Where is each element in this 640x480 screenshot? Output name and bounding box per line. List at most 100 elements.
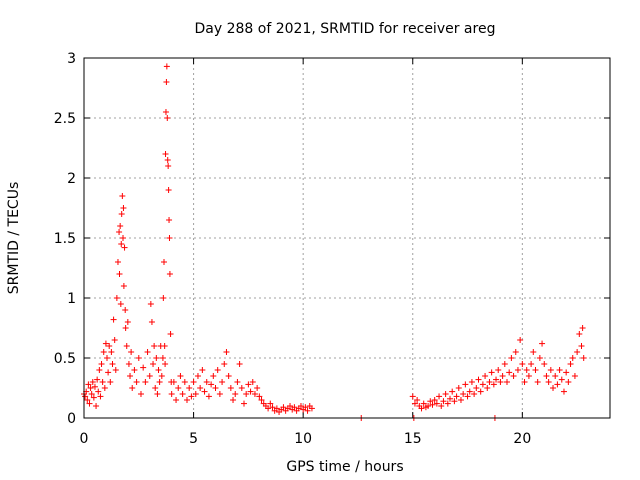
data-point (179, 391, 186, 397)
plot-frame (83, 57, 611, 419)
data-point (287, 403, 294, 409)
data-point (142, 379, 149, 385)
data-point (451, 398, 458, 405)
data-point (212, 385, 219, 391)
data-point (160, 295, 167, 301)
data-point (118, 211, 125, 217)
data-point (91, 383, 98, 390)
data-point (447, 395, 454, 402)
data-point (118, 241, 125, 247)
data-point (116, 271, 123, 277)
data-point (166, 217, 173, 223)
data-point (490, 381, 497, 388)
data-point (444, 400, 451, 407)
data-point (154, 391, 161, 397)
data-point (273, 405, 280, 412)
data-point (517, 337, 524, 343)
data-point (151, 343, 158, 349)
data-point (567, 361, 574, 367)
data-point (420, 400, 427, 407)
data-point (554, 381, 561, 388)
data-point (166, 271, 173, 277)
data-point (547, 367, 554, 373)
data-point (99, 379, 106, 385)
data-point (232, 391, 239, 397)
data-point (161, 343, 168, 349)
data-point (150, 361, 157, 367)
data-point (477, 388, 484, 395)
data-point (482, 373, 489, 379)
data-point (501, 361, 508, 367)
data-point (462, 381, 469, 388)
data-point (534, 379, 541, 385)
data-point (579, 325, 586, 331)
data-point (414, 397, 421, 403)
data-point (550, 385, 557, 391)
data-point (123, 343, 130, 349)
data-point (525, 373, 532, 379)
data-point (152, 385, 159, 391)
data-point (411, 400, 418, 407)
data-point (131, 367, 138, 373)
data-point (112, 367, 119, 373)
data-point (101, 385, 108, 391)
data-point (216, 391, 223, 397)
data-point (89, 379, 96, 385)
data-point (536, 355, 543, 361)
data-point (122, 307, 129, 313)
data-point (308, 405, 315, 412)
data-point (194, 373, 201, 379)
data-point (184, 397, 191, 403)
data-point (113, 295, 120, 301)
data-points (81, 63, 587, 421)
data-point (247, 388, 254, 395)
data-point (177, 373, 184, 379)
data-point (510, 373, 517, 379)
data-point (528, 361, 535, 367)
data-point (192, 391, 199, 397)
data-point (106, 343, 113, 349)
data-point (117, 301, 124, 307)
data-point (116, 229, 123, 235)
data-point (127, 373, 134, 379)
data-point (146, 373, 153, 379)
data-point (225, 373, 232, 379)
data-point (249, 379, 256, 385)
data-point (164, 157, 171, 163)
data-point (82, 393, 89, 400)
data-point (166, 235, 173, 241)
y-tick-label: 1 (67, 291, 76, 307)
data-point (120, 235, 127, 241)
data-point (114, 259, 121, 265)
data-point (503, 379, 510, 385)
data-point (495, 367, 502, 373)
data-point (552, 373, 559, 379)
data-point (563, 369, 570, 376)
data-point (219, 379, 226, 385)
data-point (109, 361, 116, 367)
data-point (162, 151, 169, 157)
data-point (108, 349, 115, 355)
data-point (124, 319, 131, 325)
data-point (100, 349, 107, 355)
data-point (560, 388, 567, 395)
data-point (457, 397, 464, 403)
data-point (243, 391, 250, 397)
data-point (203, 379, 210, 385)
data-point (165, 187, 172, 193)
x-tick-label: 5 (189, 431, 198, 447)
data-point (140, 364, 147, 371)
data-point (304, 407, 311, 414)
data-point (110, 316, 117, 323)
data-point (442, 391, 449, 397)
data-point (433, 400, 440, 407)
data-point (165, 163, 172, 169)
data-point (122, 325, 129, 331)
data-point (574, 349, 581, 355)
data-point (251, 391, 258, 397)
data-point (265, 405, 272, 412)
data-point (223, 349, 230, 355)
data-point (94, 376, 101, 383)
data-point (466, 388, 473, 395)
